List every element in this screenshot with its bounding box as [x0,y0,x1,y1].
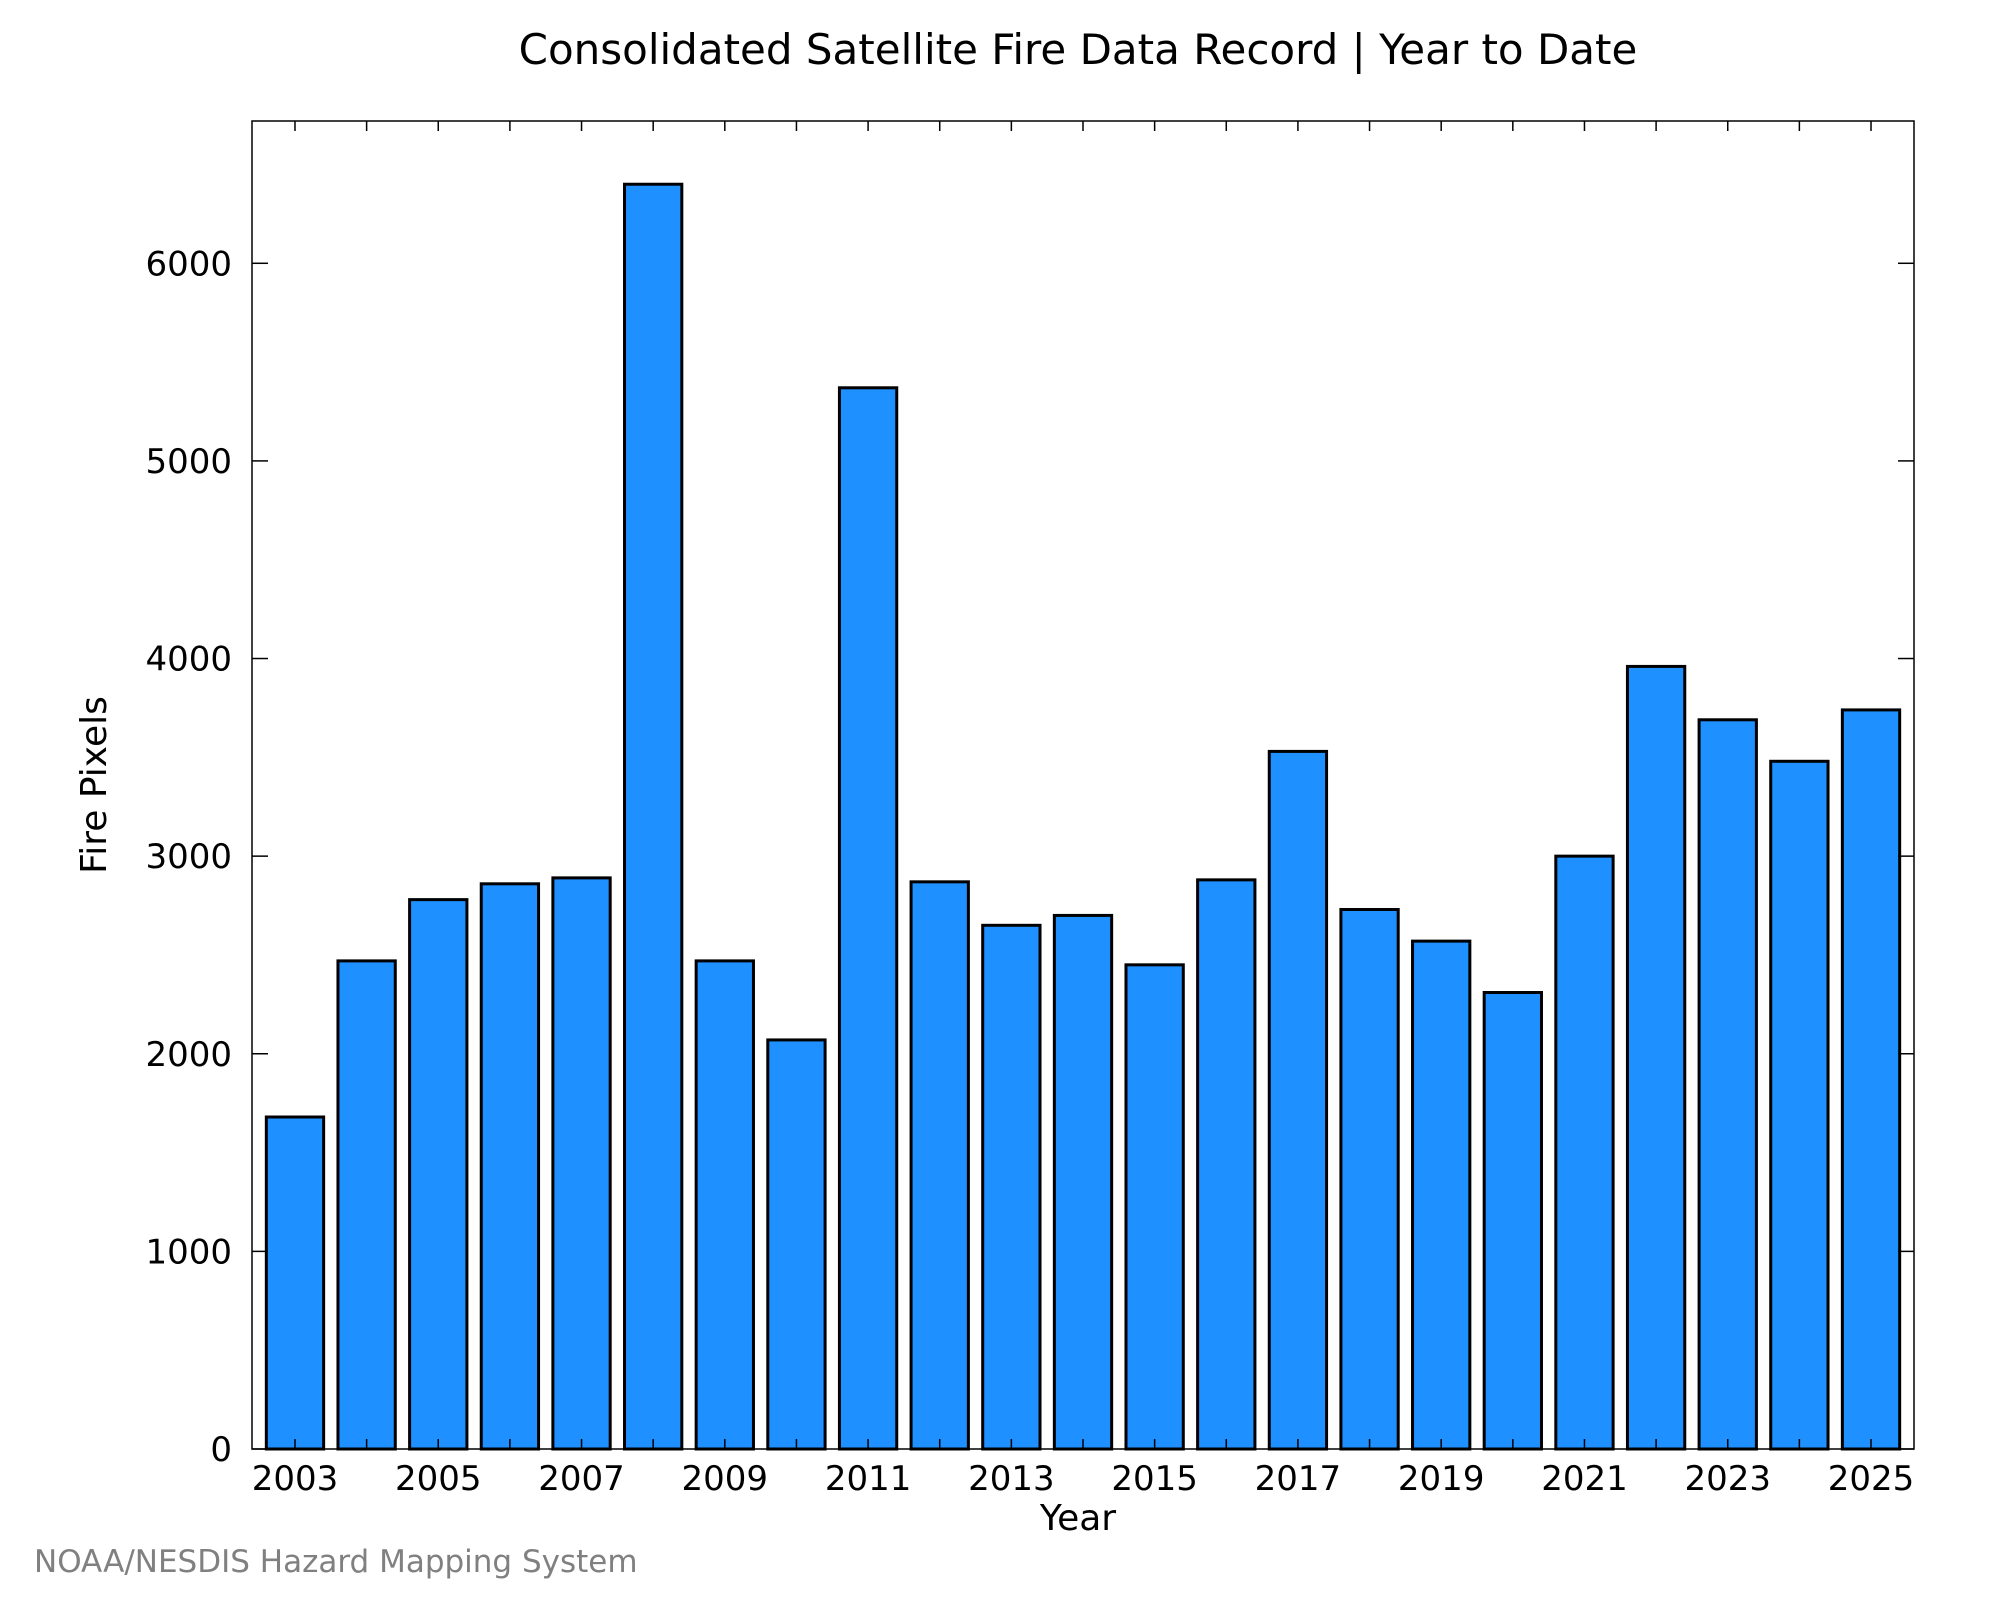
bar-2008 [623,182,684,1451]
bar-2004 [336,959,397,1451]
bar-2007 [551,876,612,1451]
source-credit: NOAA/NESDIS Hazard Mapping System [34,1544,638,1580]
bar-2006 [479,882,541,1451]
bar-2009 [694,959,755,1451]
bar-2017 [1267,749,1329,1451]
x-tick-label-2011: 2011 [825,1459,912,1499]
y-tick-label-6000: 6000 [145,244,232,284]
chart-title: Consolidated Satellite Fire Data Record … [519,25,1638,74]
bar-2024 [1769,759,1830,1451]
x-tick-label-2013: 2013 [968,1459,1055,1499]
bar-2011 [837,386,899,1451]
bar-2016 [1196,878,1257,1451]
x-tick-label-2023: 2023 [1684,1459,1771,1499]
bar-2020 [1482,991,1543,1451]
x-tick-label-2021: 2021 [1541,1459,1628,1499]
x-tick-label-2003: 2003 [252,1459,339,1499]
bar-2015 [1124,963,1185,1451]
bar-2023 [1697,718,1758,1451]
plot-area: 0 1000 2000 3000 4000 5000 6000 2003 2005 2007 200… [145,120,1915,1499]
y-tick-label-5000: 5000 [145,442,232,482]
y-tick-label-4000: 4000 [145,640,232,680]
x-tick-label-2025: 2025 [1828,1459,1915,1499]
bar-2019 [1411,939,1472,1451]
y-tick-label-3000: 3000 [145,837,232,877]
bar-2005 [408,898,469,1451]
bar-2025 [1840,708,1902,1451]
x-tick-label-2019: 2019 [1398,1459,1485,1499]
x-tick-label-2007: 2007 [538,1459,625,1499]
bar-2014 [1052,913,1114,1451]
x-tick-label-2005: 2005 [395,1459,482,1499]
bar-2018 [1339,908,1400,1451]
y-axis-label: Fire Pixels [74,696,115,874]
x-tick-label-2015: 2015 [1111,1459,1198,1499]
bar-2022 [1625,664,1687,1451]
bar-2003 [264,1115,326,1451]
x-axis-label: Year [1039,1498,1116,1539]
y-tick-label-0: 0 [210,1430,232,1470]
x-tick-label-2009: 2009 [682,1459,769,1499]
bar-2013 [981,923,1042,1451]
bar-2010 [766,1038,827,1451]
bar-2012 [909,880,970,1451]
y-tick-label-1000: 1000 [145,1232,232,1272]
bar-2021 [1554,854,1615,1451]
x-tick-label-2017: 2017 [1255,1459,1342,1499]
y-tick-label-2000: 2000 [145,1035,232,1075]
